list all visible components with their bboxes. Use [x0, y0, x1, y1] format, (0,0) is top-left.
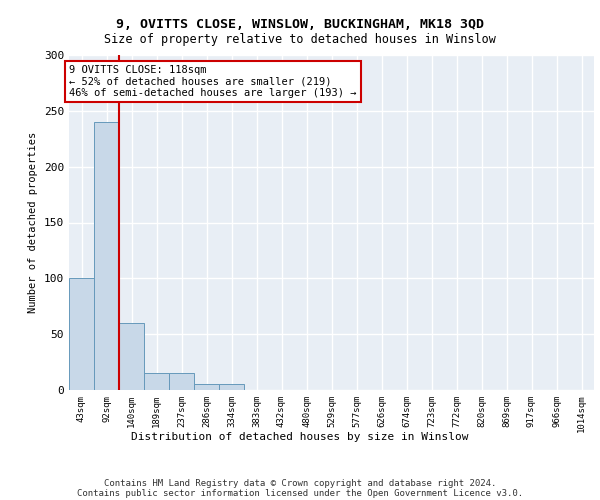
Bar: [219, 384, 244, 390]
Text: Size of property relative to detached houses in Winslow: Size of property relative to detached ho…: [104, 32, 496, 46]
Bar: [94, 122, 119, 390]
Text: 9, OVITTS CLOSE, WINSLOW, BUCKINGHAM, MK18 3QD: 9, OVITTS CLOSE, WINSLOW, BUCKINGHAM, MK…: [116, 18, 484, 30]
Bar: [194, 384, 219, 390]
Text: Contains public sector information licensed under the Open Government Licence v3: Contains public sector information licen…: [77, 488, 523, 498]
Text: 9 OVITTS CLOSE: 118sqm
← 52% of detached houses are smaller (219)
46% of semi-de: 9 OVITTS CLOSE: 118sqm ← 52% of detached…: [69, 65, 356, 98]
Bar: [119, 323, 144, 390]
Text: Contains HM Land Registry data © Crown copyright and database right 2024.: Contains HM Land Registry data © Crown c…: [104, 478, 496, 488]
Bar: [144, 373, 169, 390]
Bar: [169, 373, 194, 390]
Y-axis label: Number of detached properties: Number of detached properties: [28, 132, 38, 313]
Bar: [69, 278, 94, 390]
Text: Distribution of detached houses by size in Winslow: Distribution of detached houses by size …: [131, 432, 469, 442]
